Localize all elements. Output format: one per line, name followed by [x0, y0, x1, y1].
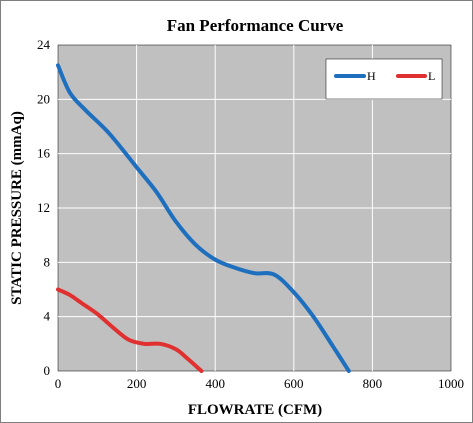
legend-box — [325, 58, 443, 100]
x-tick-label: 0 — [55, 376, 62, 391]
y-tick-label: 4 — [44, 309, 51, 324]
grid — [58, 45, 451, 371]
y-tick-label: 16 — [37, 146, 51, 161]
legend-label-L: L — [428, 69, 435, 83]
legend-label-H: H — [367, 69, 376, 83]
series-line-L — [56, 287, 204, 373]
y-tick-label: 8 — [44, 254, 51, 269]
x-tick-label: 1000 — [438, 376, 464, 391]
x-tick-label: 400 — [205, 376, 225, 391]
axis-ticks: 0 200 400 600 800 1000 0 4 8 12 16 20 24 — [37, 37, 464, 391]
y-axis-label: STATIC PRESSURE (mmAq) — [9, 111, 25, 305]
y-tick-label: 24 — [37, 37, 51, 52]
chart-title: Fan Performance Curve — [167, 16, 344, 35]
x-tick-label: 800 — [363, 376, 383, 391]
series-lines — [56, 63, 351, 373]
x-axis-label: FLOWRATE (CFM) — [188, 402, 322, 418]
x-tick-label: 600 — [284, 376, 304, 391]
series-line-H — [56, 63, 351, 373]
x-tick-label: 200 — [127, 376, 147, 391]
y-tick-label: 12 — [37, 200, 50, 215]
y-tick-label: 0 — [44, 363, 51, 378]
y-tick-label: 20 — [37, 91, 50, 106]
